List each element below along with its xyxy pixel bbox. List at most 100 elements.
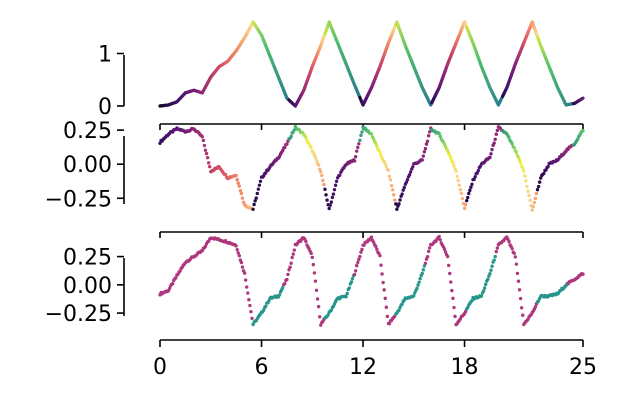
scatter-point (277, 154, 282, 159)
panel-top: 01 (98, 20, 585, 120)
scatter-point (286, 272, 290, 277)
scatter-point (204, 151, 209, 156)
scatter-point (167, 286, 172, 291)
scatter-point (234, 244, 238, 248)
scatter-point (537, 180, 542, 184)
scatter-point (526, 189, 530, 193)
scatter-point (519, 306, 524, 310)
scatter-point (390, 188, 395, 192)
scatter-point (383, 296, 387, 301)
scatter-point (453, 314, 457, 319)
scatter-point (264, 171, 268, 175)
panel-bottom: 0.25 0.00 −0.25 0 6 12 18 25 (45, 231, 597, 380)
scatter-point (470, 182, 474, 186)
scatter-point (328, 203, 332, 207)
top-y-tick-label: 1 (98, 43, 112, 68)
scatter-point (534, 191, 539, 196)
scatter-point (353, 155, 358, 159)
scatter-point (400, 302, 404, 306)
scatter-point (235, 177, 239, 182)
scatter-point (322, 182, 326, 187)
scatter-point (495, 246, 500, 250)
x-tick-label: 25 (569, 355, 597, 380)
scatter-point (246, 291, 250, 295)
scatter-point (352, 272, 357, 277)
scatter-point (581, 129, 585, 133)
scatter-point (360, 247, 364, 252)
scatter-point (378, 150, 382, 155)
bottom-y-tick-label: 0.25 (63, 246, 112, 271)
scatter-point (528, 198, 532, 203)
scatter-point (319, 323, 323, 327)
scatter-point (510, 142, 514, 146)
scatter-point (170, 282, 175, 286)
scatter-point (283, 281, 287, 286)
scatter-point (462, 206, 467, 210)
scatter-point (312, 271, 317, 275)
scatter-point (239, 191, 244, 196)
scatter-point (494, 249, 498, 254)
scatter-point (338, 173, 342, 177)
scatter-point (402, 185, 406, 190)
scatter-point (418, 277, 422, 281)
scatter-point (420, 271, 424, 276)
scatter-point (449, 280, 453, 284)
scatter-point (350, 277, 355, 281)
scatter-point (581, 272, 585, 276)
scatter-point (422, 150, 427, 154)
scatter-point (174, 276, 178, 280)
scatter-point (523, 174, 527, 178)
scatter-point (356, 260, 360, 265)
scatter-point (507, 135, 511, 140)
scatter-point (254, 196, 258, 200)
scatter-point (250, 316, 254, 320)
scatter-point (291, 252, 295, 256)
scatter-point (522, 169, 526, 173)
scatter-point (309, 251, 313, 256)
scatter-point (333, 183, 338, 187)
scatter-point (481, 289, 486, 293)
scatter-point (313, 279, 318, 283)
scatter-point (539, 176, 543, 180)
scatter-point (452, 305, 456, 310)
scatter-point (325, 198, 329, 202)
scatter-point (455, 174, 459, 178)
scatter-point (468, 188, 472, 193)
scatter-point (482, 286, 487, 290)
scatter-point (525, 184, 529, 189)
scatter-point (237, 184, 242, 188)
scatter-point (452, 164, 456, 168)
scatter-point (546, 164, 550, 169)
scatter-point (252, 202, 256, 207)
scatter-point (533, 305, 538, 309)
scatter-point (536, 184, 541, 189)
scatter-point (400, 192, 404, 196)
scatter-point (521, 166, 525, 170)
scatter-point (398, 198, 402, 202)
scatter-point (437, 131, 441, 136)
scatter-point (208, 165, 212, 169)
scatter-point (387, 321, 392, 326)
scatter-point (383, 162, 387, 166)
scatter-point (488, 271, 492, 276)
scatter-point (397, 202, 401, 206)
scatter-point (388, 178, 393, 182)
scatter-point (316, 304, 321, 309)
scatter-point (385, 314, 390, 319)
scatter-point (314, 288, 319, 292)
scatter-point (514, 262, 519, 266)
scatter-point (319, 170, 323, 174)
scatter-point (486, 277, 490, 281)
scatter-point (518, 161, 523, 165)
scatter-point (456, 178, 460, 183)
scatter-point (415, 286, 419, 291)
scatter-point (253, 199, 257, 203)
scatter-point (473, 175, 477, 179)
scatter-point (202, 143, 207, 148)
scatter-point (248, 303, 252, 308)
scatter-point (426, 249, 431, 254)
scatter-point (515, 271, 520, 276)
scatter-point (427, 246, 432, 250)
scatter-point (251, 207, 255, 211)
scatter-point (451, 296, 455, 301)
